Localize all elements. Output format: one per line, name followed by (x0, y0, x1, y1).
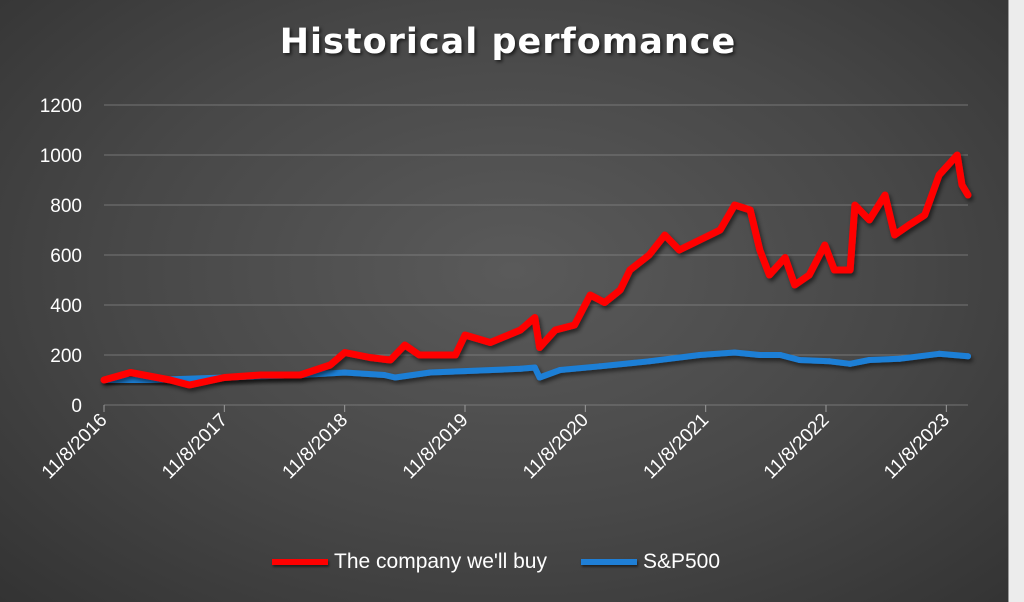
y-tick-label: 400 (50, 296, 82, 317)
data-point-company (517, 327, 524, 333)
data-point-sp500 (557, 367, 564, 373)
x-tick-label: 11/8/2020 (519, 410, 593, 484)
data-point-sp500 (826, 358, 833, 365)
legend-swatch-sp500 (580, 559, 637, 565)
x-tick-label: 11/8/2021 (640, 410, 714, 484)
data-point-company (881, 192, 888, 198)
data-point-company (756, 247, 763, 253)
data-point-company (552, 327, 559, 333)
data-point-sp500 (517, 365, 524, 372)
data-point-company (766, 272, 773, 278)
data-point-company (571, 322, 578, 328)
data-point-sp500 (531, 364, 538, 371)
legend-label-sp500: S&P500 (642, 550, 721, 573)
data-point-company (536, 344, 543, 351)
data-point-sp500 (381, 372, 388, 378)
data-point-sp500 (896, 355, 903, 362)
data-point-company (782, 254, 789, 261)
data-point-company (462, 332, 469, 338)
data-point-company (958, 182, 965, 188)
data-point-company (851, 202, 858, 208)
data-point-company (676, 247, 683, 253)
data-point-company (866, 217, 873, 223)
chart-title: Historical perfomance (279, 22, 737, 62)
data-point-sp500 (847, 360, 854, 367)
data-point-company (906, 222, 913, 228)
data-point-company (101, 377, 107, 383)
data-point-company (387, 357, 394, 363)
data-point-sp500 (646, 358, 653, 365)
data-point-company (297, 372, 304, 378)
data-point-company (617, 287, 624, 293)
y-tick-label: 600 (50, 246, 82, 267)
data-point-sp500 (756, 352, 763, 358)
data-point-company (806, 272, 813, 278)
data-point-sp500 (866, 357, 873, 363)
data-point-company (167, 377, 174, 383)
y-tick-label: 800 (50, 196, 82, 217)
legend: The company we'll buy S&P500 (272, 550, 754, 574)
data-point-company (366, 354, 373, 361)
data-point-company (921, 212, 928, 218)
data-point-company (221, 374, 228, 381)
data-point-company (954, 152, 961, 158)
series-line-company (100, 151, 972, 389)
data-point-company (936, 172, 943, 178)
data-point-company (186, 382, 193, 388)
legend-swatch-company (272, 559, 328, 565)
data-point-company (601, 299, 608, 306)
y-tick-label: 1000 (40, 146, 82, 167)
data-point-company (127, 369, 134, 376)
x-tick-label: 11/8/2018 (279, 410, 353, 484)
x-tick-label: 11/8/2016 (38, 410, 112, 484)
data-point-sp500 (731, 349, 738, 356)
data-point-company (791, 282, 798, 288)
data-point-sp500 (341, 369, 348, 376)
data-point-company (831, 267, 838, 273)
data-point-company (661, 232, 668, 238)
y-tick-label: 0 (71, 396, 82, 417)
data-point-company (416, 352, 423, 358)
data-point-company (257, 372, 264, 378)
x-tick-label: 11/8/2017 (158, 410, 232, 484)
adjacent-window-edge (1008, 0, 1024, 602)
data-point-company (717, 227, 724, 233)
data-point-company (487, 339, 494, 346)
data-point-sp500 (536, 374, 543, 381)
data-point-company (696, 237, 703, 243)
data-point-company (587, 292, 594, 298)
x-tick-label: 11/8/2019 (399, 410, 473, 484)
data-point-company (731, 202, 738, 208)
data-point-company (646, 252, 653, 258)
data-point-sp500 (696, 352, 703, 358)
data-point-company (891, 232, 898, 238)
legend-item-sp500: S&P500 (580, 550, 721, 574)
data-point-company (452, 352, 459, 358)
data-point-company (965, 192, 971, 198)
data-point-sp500 (427, 369, 434, 376)
data-point-company (531, 314, 538, 321)
data-point-company (847, 267, 854, 273)
data-point-sp500 (796, 357, 803, 363)
y-tick-label: 1200 (40, 96, 82, 117)
data-point-sp500 (777, 352, 784, 358)
data-point-company (747, 207, 754, 213)
data-point-sp500 (392, 374, 399, 381)
data-point-company (401, 342, 408, 348)
data-point-sp500 (596, 363, 603, 370)
y-tick-label: 200 (50, 346, 82, 367)
data-point-company (327, 362, 334, 368)
legend-label-company: The company we'll buy (334, 550, 547, 573)
data-point-sp500 (965, 353, 971, 360)
data-point-company (626, 267, 633, 273)
legend-item-company: The company we'll buy (272, 550, 547, 574)
x-tick-label: 11/8/2022 (760, 410, 834, 484)
data-point-company (341, 349, 348, 356)
data-point-company (821, 242, 828, 248)
data-point-sp500 (936, 350, 943, 357)
x-tick-label: 11/8/2023 (880, 410, 954, 484)
